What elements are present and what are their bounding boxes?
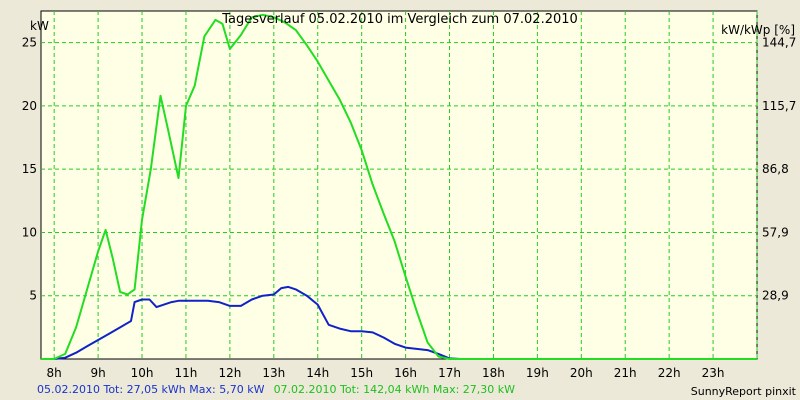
x-tick-label: 16h — [394, 366, 417, 380]
series-lines — [41, 13, 757, 360]
legend-series-2: 07.02.2010 Tot: 142,04 kWh Max: 27,30 kW — [274, 383, 516, 396]
y2-tick-label: 28,9 — [762, 289, 789, 303]
x-tick-label: 14h — [306, 366, 329, 380]
y-tick-label: 15 — [22, 162, 37, 176]
x-tick-label: 23h — [702, 366, 725, 380]
x-tick-label: 11h — [175, 366, 198, 380]
y-tick-label: 25 — [22, 36, 37, 50]
footer-legend: 05.02.2010 Tot: 27,05 kWh Max: 5,70 kW 0… — [37, 378, 515, 397]
x-tick-label: 10h — [131, 366, 154, 380]
y2-tick-label: 144,7 — [762, 36, 796, 50]
x-tick-label: 12h — [218, 366, 241, 380]
legend-series-1: 05.02.2010 Tot: 27,05 kWh Max: 5,70 kW — [37, 383, 265, 396]
y-axis-label: kW — [30, 19, 49, 33]
y-tick-label: 5 — [29, 289, 37, 303]
x-tick-label: 15h — [350, 366, 373, 380]
chart-title: Tagesverlauf 05.02.2010 im Vergleich zum… — [221, 12, 578, 27]
credit-text: SunnyReport pinxit — [691, 385, 797, 398]
y2-axis-label: kW/kWp [%] — [721, 23, 795, 37]
plot-area — [40, 10, 758, 360]
x-tick-label: 22h — [658, 366, 681, 380]
series-line-2 — [41, 13, 757, 360]
y-tick-label: 20 — [22, 99, 37, 113]
y2-tick-label: 57,9 — [762, 225, 789, 239]
y2-tick-label: 86,8 — [762, 162, 789, 176]
x-tick-label: 9h — [90, 366, 105, 380]
series-line-1 — [41, 285, 757, 360]
tick-labels: 8h 9h 10h 11h 12h 13h 14h 15h 16h 17h 18h 19h 20h 21h… — [22, 36, 797, 380]
x-tick-label: 19h — [526, 366, 549, 380]
y2-tick-label: 115,7 — [762, 99, 796, 113]
gridlines — [41, 11, 758, 359]
y-tick-label: 10 — [22, 225, 37, 239]
x-tick-label: 17h — [438, 366, 461, 380]
x-tick-label: 18h — [482, 366, 505, 380]
x-tick-label: 21h — [614, 366, 637, 380]
x-tick-label: 20h — [570, 366, 593, 380]
x-tick-label: 8h — [47, 366, 62, 380]
x-tick-label: 13h — [262, 366, 285, 380]
